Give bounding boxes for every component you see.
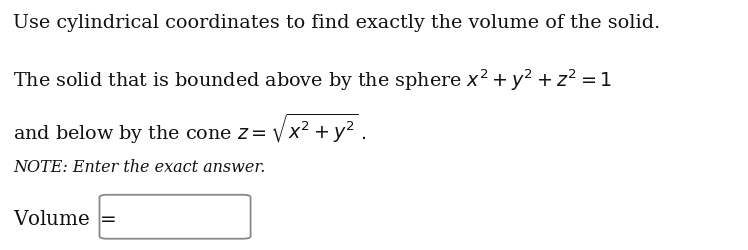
- Text: Use cylindrical coordinates to find exactly the volume of the solid.: Use cylindrical coordinates to find exac…: [13, 14, 660, 32]
- Text: NOTE: Enter the exact answer.: NOTE: Enter the exact answer.: [13, 159, 266, 176]
- Text: Volume $=$: Volume $=$: [13, 209, 117, 228]
- Text: The solid that is bounded above by the sphere $x^2 + y^2 + z^2 = 1$: The solid that is bounded above by the s…: [13, 68, 613, 93]
- Text: and below by the cone $z = \sqrt{x^2 + y^2}\,.$: and below by the cone $z = \sqrt{x^2 + y…: [13, 111, 367, 145]
- FancyBboxPatch shape: [99, 195, 251, 239]
